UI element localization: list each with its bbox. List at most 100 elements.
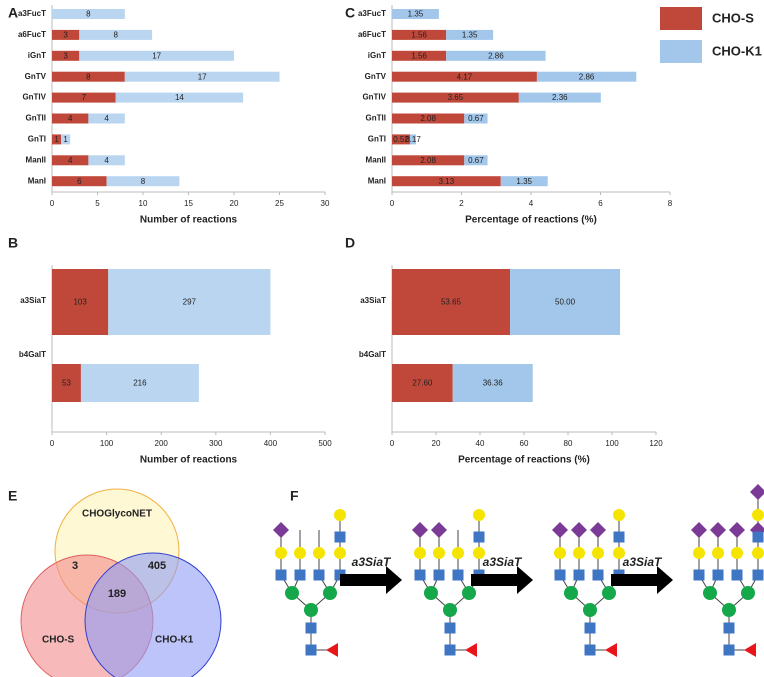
galactose <box>573 547 585 559</box>
value-label: 0.17 <box>405 135 421 144</box>
x-tick-label: 0 <box>50 199 55 208</box>
x-tick-label: 30 <box>321 199 330 208</box>
y-tick-label: iGnT <box>28 51 46 60</box>
bar <box>392 134 411 145</box>
arrow <box>611 566 673 594</box>
bar <box>52 50 80 61</box>
bar <box>124 71 280 82</box>
value-label: 17 <box>198 72 207 81</box>
panel-label: A <box>8 5 18 21</box>
galactose <box>554 547 566 559</box>
venn-set-label: CHO-K1 <box>155 635 194 646</box>
bar <box>52 9 125 19</box>
bar <box>61 134 71 145</box>
bar <box>452 364 533 402</box>
sialic-acid <box>273 522 289 538</box>
venn-count: 3 <box>72 560 78 572</box>
x-tick-label: 20 <box>432 439 441 448</box>
mannose <box>304 603 318 617</box>
value-label: 1.56 <box>411 51 427 60</box>
x-tick-label: 4 <box>529 199 534 208</box>
glcnac <box>313 569 325 581</box>
y-tick-label: b4GalT <box>19 350 46 359</box>
x-tick-label: 0 <box>390 199 395 208</box>
value-label: 3 <box>63 31 68 40</box>
bar <box>392 29 447 40</box>
panel-label: B <box>8 235 18 251</box>
x-axis-label: Number of reactions <box>140 455 238 466</box>
value-label: 14 <box>175 93 184 102</box>
bar <box>392 269 511 335</box>
y-tick-label: a6FucT <box>18 30 46 39</box>
y-tick-label: GnTV <box>365 72 387 81</box>
y-tick-label: iGnT <box>368 51 386 60</box>
bar <box>52 71 125 82</box>
bar <box>392 155 465 166</box>
value-label: 1 <box>63 135 68 144</box>
value-label: 1.35 <box>408 10 424 19</box>
value-label: 8 <box>113 31 118 40</box>
bar <box>410 134 416 145</box>
panel-label: C <box>345 5 355 21</box>
value-label: 17 <box>152 51 161 60</box>
value-label: 0.67 <box>468 114 484 123</box>
glcnac <box>444 644 456 656</box>
x-tick-label: 500 <box>318 439 332 448</box>
galactose <box>473 509 485 521</box>
bar <box>510 269 621 335</box>
glcnac <box>444 622 456 634</box>
y-tick-label: a3SiaT <box>360 296 386 305</box>
x-tick-label: 400 <box>264 439 278 448</box>
bar <box>80 364 199 402</box>
value-label: 7 <box>82 93 87 102</box>
value-label: 2.86 <box>488 51 504 60</box>
bar <box>446 50 546 61</box>
sialic-acid <box>412 522 428 538</box>
x-axis-label: Number of reactions <box>140 215 238 226</box>
bar <box>392 113 465 124</box>
x-tick-label: 8 <box>668 199 673 208</box>
bar <box>79 29 153 40</box>
x-tick-label: 60 <box>520 439 529 448</box>
y-tick-label: ManII <box>366 155 386 164</box>
y-tick-label: ManI <box>28 176 46 185</box>
value-label: 3.13 <box>439 177 455 186</box>
glcnac <box>584 622 596 634</box>
bar <box>536 71 637 82</box>
bar <box>88 113 125 124</box>
legend-label: CHO-S <box>712 10 754 25</box>
fucose <box>326 643 338 657</box>
y-tick-label: ManII <box>26 155 46 164</box>
x-tick-label: 300 <box>209 439 223 448</box>
y-tick-label: GnTII <box>366 114 386 123</box>
glcnac <box>712 569 724 581</box>
galactose <box>414 547 426 559</box>
sialic-acid <box>691 522 707 538</box>
bar <box>446 29 494 40</box>
arrow-label: a3SiaT <box>623 555 663 569</box>
y-tick-label: GnTI <box>368 135 386 144</box>
mannose <box>323 586 337 600</box>
x-tick-label: 0 <box>50 439 55 448</box>
legend-swatch <box>660 40 702 63</box>
glcnac <box>414 569 426 581</box>
value-label: 2.08 <box>420 156 436 165</box>
glcnac <box>752 531 764 543</box>
value-label: 297 <box>183 298 197 307</box>
panel-label: F <box>290 488 299 504</box>
value-label: 103 <box>73 298 87 307</box>
glcnac <box>573 569 585 581</box>
panel-label: D <box>345 235 355 251</box>
galactose <box>752 547 764 559</box>
y-tick-label: GnTI <box>28 135 46 144</box>
value-label: 1 <box>54 135 59 144</box>
fucose <box>744 643 756 657</box>
bar <box>52 155 89 166</box>
x-axis-label: Percentage of reactions (%) <box>458 455 590 466</box>
glcnac <box>693 569 705 581</box>
legend-swatch <box>660 7 702 30</box>
glcnac <box>592 569 604 581</box>
value-label: 53.65 <box>441 298 462 307</box>
bar <box>115 92 244 103</box>
